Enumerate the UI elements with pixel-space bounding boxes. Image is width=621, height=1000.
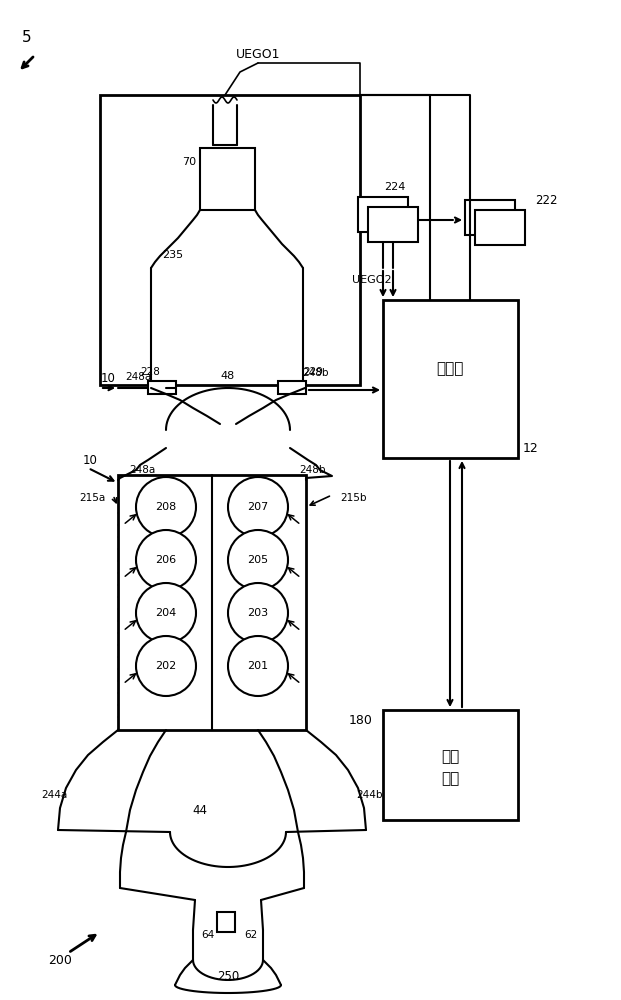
Text: 215b: 215b [340, 493, 366, 503]
Text: UEGO1: UEGO1 [236, 48, 280, 62]
Text: 248b: 248b [299, 465, 325, 475]
Text: 206: 206 [155, 555, 176, 565]
Text: 201: 201 [247, 661, 268, 671]
Text: 70: 70 [182, 157, 196, 167]
Text: 250: 250 [217, 970, 239, 984]
Circle shape [136, 583, 196, 643]
Text: 235: 235 [162, 250, 183, 260]
Circle shape [228, 530, 288, 590]
Text: 64: 64 [201, 930, 215, 940]
Bar [358, 197, 408, 232]
Text: 207: 207 [247, 502, 269, 512]
Text: 208: 208 [155, 502, 176, 512]
Circle shape [228, 583, 288, 643]
Text: 228: 228 [140, 367, 160, 377]
Text: 48: 48 [221, 371, 235, 381]
Text: 224: 224 [384, 182, 406, 192]
Bar [383, 300, 518, 458]
Circle shape [228, 636, 288, 696]
Bar [278, 381, 306, 394]
Text: 62: 62 [244, 930, 257, 940]
Text: UEGO2: UEGO2 [352, 275, 392, 285]
Text: 205: 205 [247, 555, 268, 565]
Text: 248b: 248b [302, 368, 329, 378]
Text: 202: 202 [155, 661, 176, 671]
Text: 控制器: 控制器 [437, 361, 464, 376]
Text: 10: 10 [101, 371, 116, 384]
Bar [148, 381, 176, 394]
Text: 5: 5 [22, 30, 32, 45]
Text: 229: 229 [303, 367, 323, 377]
Bar [217, 912, 235, 932]
Circle shape [136, 477, 196, 537]
Bar [465, 200, 515, 235]
Bar [118, 475, 306, 730]
Text: 系统: 系统 [441, 772, 459, 786]
Text: 180: 180 [349, 714, 373, 726]
Text: 222: 222 [535, 194, 558, 207]
Bar [383, 710, 518, 820]
Text: 12: 12 [523, 442, 539, 454]
Circle shape [228, 477, 288, 537]
Text: 200: 200 [48, 954, 72, 966]
Text: 203: 203 [247, 608, 268, 618]
Text: 燃料: 燃料 [441, 750, 459, 764]
Text: 215a: 215a [79, 493, 105, 503]
Circle shape [136, 530, 196, 590]
Text: 244a: 244a [42, 790, 68, 800]
Text: 10: 10 [83, 454, 97, 466]
Circle shape [136, 636, 196, 696]
Text: 248a: 248a [125, 372, 151, 382]
Bar [100, 95, 360, 385]
Text: 244b: 244b [356, 790, 383, 800]
Bar [475, 210, 525, 245]
Text: 204: 204 [155, 608, 176, 618]
Bar [200, 148, 255, 210]
Text: 248a: 248a [129, 465, 155, 475]
Text: 44: 44 [193, 804, 207, 816]
Bar [368, 207, 418, 242]
